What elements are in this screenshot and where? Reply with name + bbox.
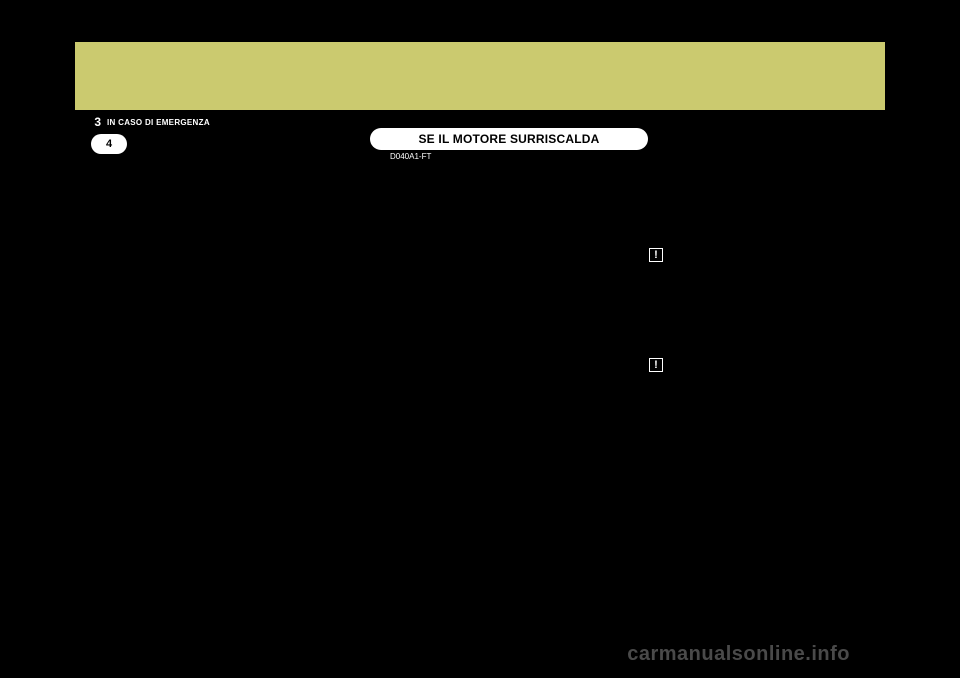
section-code: D040A1-FT [390,152,431,161]
section-title: SE IL MOTORE SURRISCALDA [418,132,599,146]
chapter-number: 3 [75,115,105,129]
header-band [75,42,885,110]
chapter-title: IN CASO DI EMERGENZA [107,118,210,127]
watermark: carmanualsonline.info [627,643,850,666]
page-number: 4 [106,138,112,150]
warning-icon: ! [649,358,663,372]
page-pill: 4 [91,134,127,154]
section-pill: SE IL MOTORE SURRISCALDA [370,128,648,150]
warning-icon: ! [649,248,663,262]
exclamation-icon: ! [654,250,658,261]
exclamation-icon: ! [654,360,658,371]
